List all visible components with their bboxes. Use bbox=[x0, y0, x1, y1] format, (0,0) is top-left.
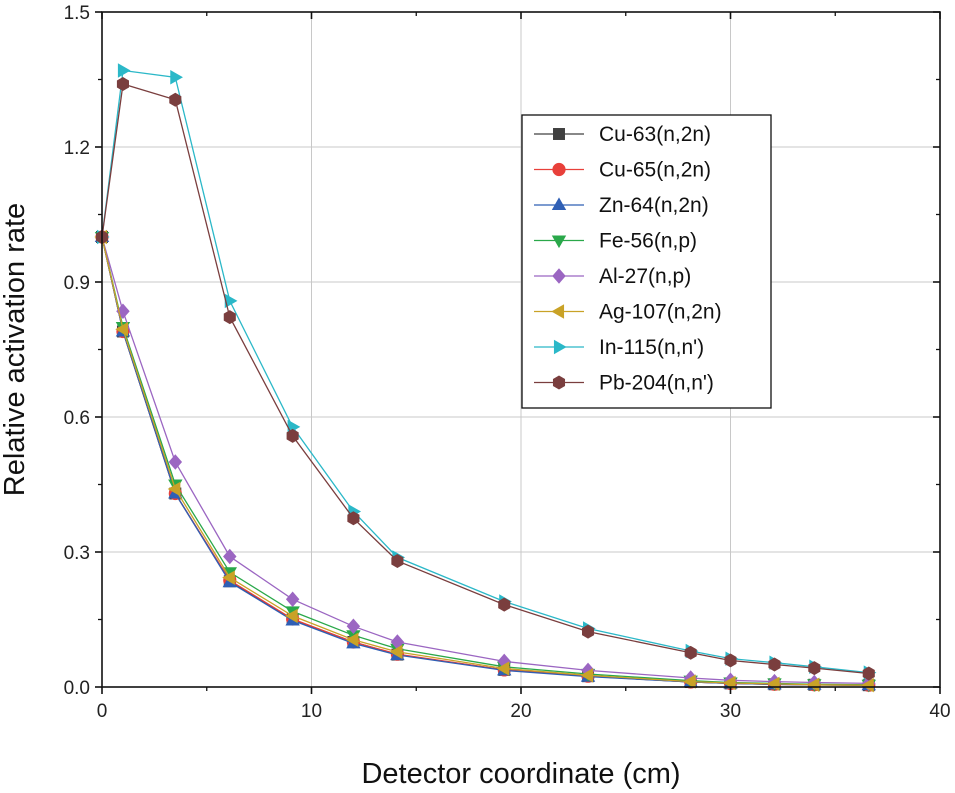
data-point bbox=[389, 644, 403, 660]
legend-marker bbox=[551, 304, 565, 319]
x-tick-label: 0 bbox=[97, 701, 108, 722]
data-point bbox=[170, 70, 183, 85]
legend-item: Pb-204(n,n') bbox=[534, 372, 714, 395]
legend-label: Zn-64(n,2n) bbox=[599, 194, 709, 217]
data-point bbox=[808, 661, 821, 676]
data-point bbox=[346, 618, 361, 634]
data-point bbox=[768, 657, 781, 672]
data-point bbox=[582, 624, 595, 639]
data-point bbox=[683, 674, 696, 689]
data-point bbox=[116, 77, 129, 91]
x-tick-label: 30 bbox=[720, 701, 741, 722]
data-point bbox=[496, 661, 510, 676]
series-line bbox=[101, 83, 869, 675]
legend-marker bbox=[552, 162, 566, 177]
data-point bbox=[222, 570, 235, 585]
legend-item: Al-27(n,p) bbox=[534, 265, 691, 288]
data-point bbox=[498, 597, 511, 612]
data-point bbox=[285, 608, 298, 624]
y-tick-label: 0.9 bbox=[64, 273, 90, 294]
legend-marker bbox=[553, 339, 567, 355]
series-5 bbox=[94, 229, 874, 693]
legend-item: In-115(n,n') bbox=[534, 336, 704, 359]
x-tick-label: 10 bbox=[301, 701, 322, 722]
legend-label: Al-27(n,p) bbox=[599, 265, 691, 288]
y-axis-title: Relative activation rate bbox=[0, 203, 31, 496]
data-point bbox=[345, 632, 359, 647]
data-point bbox=[684, 645, 697, 660]
data-point bbox=[167, 481, 181, 497]
series-line bbox=[101, 236, 869, 685]
legend-item: Cu-63(n,2n) bbox=[534, 123, 711, 146]
legend-label: Fe-56(n,p) bbox=[599, 230, 697, 253]
legend-box bbox=[521, 114, 772, 409]
legend-label: Pb-204(n,n') bbox=[599, 372, 714, 395]
x-tick-label: 20 bbox=[510, 701, 531, 722]
y-tick-label: 0.0 bbox=[64, 678, 90, 699]
data-point bbox=[862, 666, 875, 681]
ticks: 0 10 20 30 40 0.0 0.3 0.6 0.9 1.2 1.5 bbox=[64, 3, 951, 722]
legend-item: Fe-56(n,p) bbox=[534, 230, 697, 253]
data-point bbox=[169, 92, 182, 107]
legend-label: Cu-63(n,2n) bbox=[599, 123, 711, 146]
data-point bbox=[724, 653, 737, 668]
legend-marker bbox=[551, 235, 567, 249]
data-point bbox=[117, 63, 131, 78]
data-point bbox=[806, 677, 820, 692]
legend: Cu-63(n,2n) Cu-65(n,2n) Zn-64(n,2n) Fe-56(n… bbox=[521, 114, 772, 409]
data-point bbox=[347, 511, 360, 526]
legend-label: In-115(n,n') bbox=[599, 336, 704, 359]
legend-item: Ag-107(n,2n) bbox=[534, 301, 722, 324]
data-point bbox=[580, 668, 594, 683]
y-tick-label: 0.3 bbox=[64, 543, 90, 564]
data-point bbox=[286, 428, 299, 443]
data-point bbox=[223, 548, 237, 565]
legend-label: Cu-65(n,2n) bbox=[599, 159, 711, 182]
legend-label: Ag-107(n,2n) bbox=[599, 301, 722, 324]
y-tick-label: 1.2 bbox=[64, 138, 90, 159]
data-point bbox=[285, 591, 300, 607]
x-axis-title: Detector coordinate (cm) bbox=[361, 758, 680, 790]
legend-marker bbox=[553, 128, 565, 140]
x-tick-label: 40 bbox=[929, 701, 950, 722]
data-point bbox=[391, 554, 404, 568]
data-point bbox=[115, 322, 128, 337]
y-tick-label: 1.5 bbox=[64, 3, 90, 24]
legend-marker bbox=[551, 197, 567, 211]
y-tick-label: 0.6 bbox=[64, 408, 90, 429]
data-point bbox=[168, 454, 183, 470]
legend-marker bbox=[552, 375, 566, 390]
data-point bbox=[861, 678, 874, 693]
series-layer bbox=[94, 63, 877, 693]
series-7 bbox=[95, 77, 875, 681]
legend-item: Zn-64(n,2n) bbox=[534, 194, 709, 217]
legend-item: Cu-65(n,2n) bbox=[534, 159, 711, 182]
legend-marker bbox=[552, 268, 566, 284]
data-point bbox=[223, 310, 236, 325]
series-line bbox=[101, 69, 869, 674]
